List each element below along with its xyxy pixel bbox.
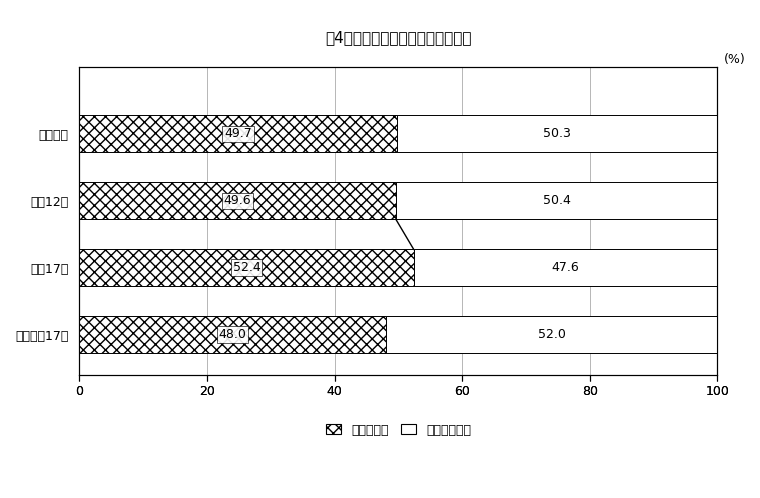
Text: 47.6: 47.6 (552, 261, 579, 274)
Legend: 中間投入率, 粗付加価値率: 中間投入率, 粗付加価値率 (326, 423, 471, 437)
Bar (80, 316, 385, 353)
Bar (413, 249, 717, 286)
Text: 49.7: 49.7 (224, 127, 252, 140)
Text: 52.4: 52.4 (233, 261, 261, 274)
Text: 48.0: 48.0 (219, 328, 246, 341)
Bar (80, 249, 413, 286)
Bar (385, 316, 717, 353)
Bar (397, 116, 717, 152)
Text: 50.4: 50.4 (543, 194, 571, 207)
Text: (%): (%) (724, 53, 746, 66)
Title: 围4　中間投入と粗付加価値の構成: 围4 中間投入と粗付加価値の構成 (325, 30, 472, 45)
Bar (396, 182, 717, 219)
Text: 52.0: 52.0 (537, 328, 565, 341)
Bar (80, 182, 396, 219)
Text: 50.3: 50.3 (543, 127, 571, 140)
Text: 49.6: 49.6 (224, 194, 252, 207)
Bar (80, 116, 397, 152)
